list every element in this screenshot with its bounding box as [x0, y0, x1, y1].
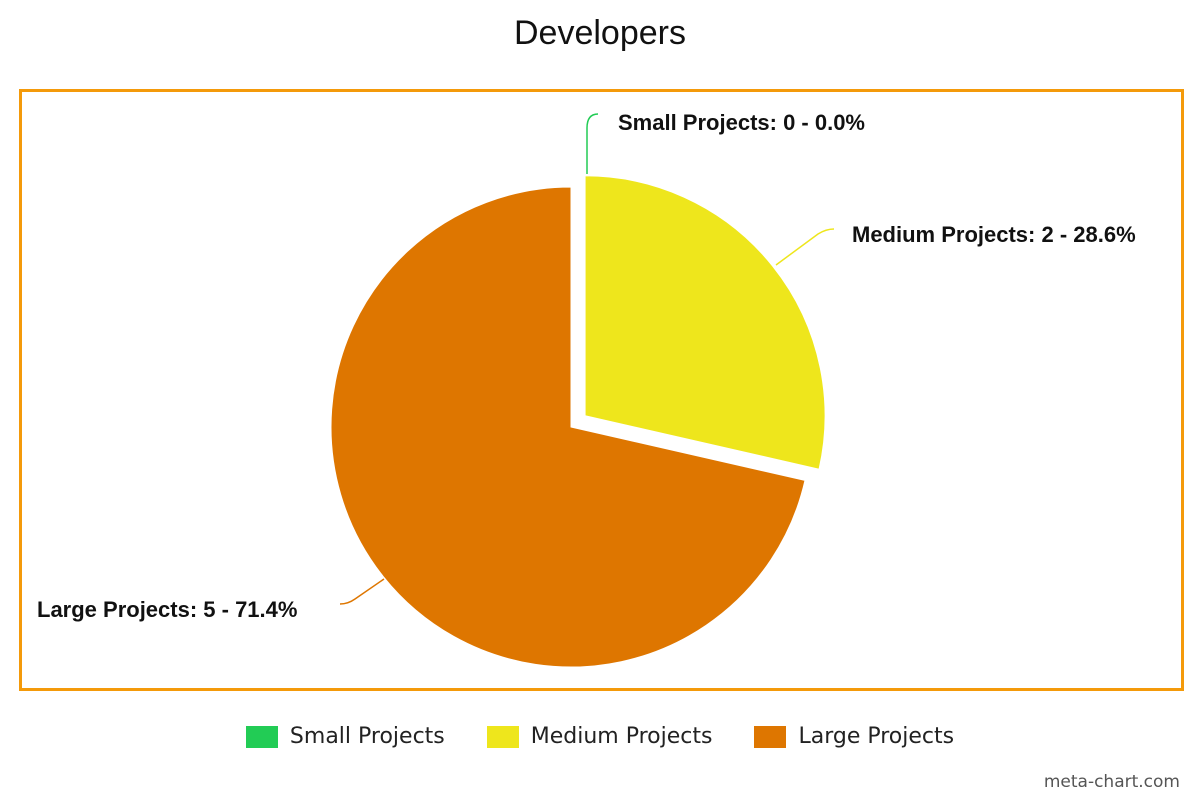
pie-slice-large-projects[interactable]	[330, 186, 806, 668]
legend-item-small-projects[interactable]: Small Projects	[245, 724, 445, 749]
legend-item-large-projects[interactable]: Large Projects	[754, 724, 954, 749]
watermark: meta-chart.com	[1043, 772, 1180, 792]
legend: Small Projects Medium Projects Large Pro…	[0, 724, 1200, 749]
slice-label-small-projects: Small Projects: 0 - 0.0%	[618, 110, 865, 135]
legend-swatch-large-projects	[754, 725, 787, 748]
leader-line-medium-projects	[775, 228, 835, 266]
legend-label: Small Projects	[289, 724, 445, 749]
legend-item-medium-projects[interactable]: Medium Projects	[486, 724, 713, 749]
chart-title: Developers	[514, 14, 686, 52]
legend-swatch-small-projects	[245, 725, 278, 748]
slice-label-large-projects: Large Projects: 5 - 71.4%	[37, 597, 297, 622]
slice-label-medium-projects: Medium Projects: 2 - 28.6%	[852, 222, 1136, 247]
legend-swatch-medium-projects	[486, 725, 519, 748]
legend-label: Medium Projects	[530, 724, 713, 749]
legend-label: Large Projects	[798, 724, 955, 749]
leader-line-small-projects	[586, 113, 599, 174]
plot-frame	[19, 89, 1184, 691]
pie-slice-medium-projects[interactable]	[584, 175, 826, 470]
leader-line-large-projects	[339, 578, 385, 605]
